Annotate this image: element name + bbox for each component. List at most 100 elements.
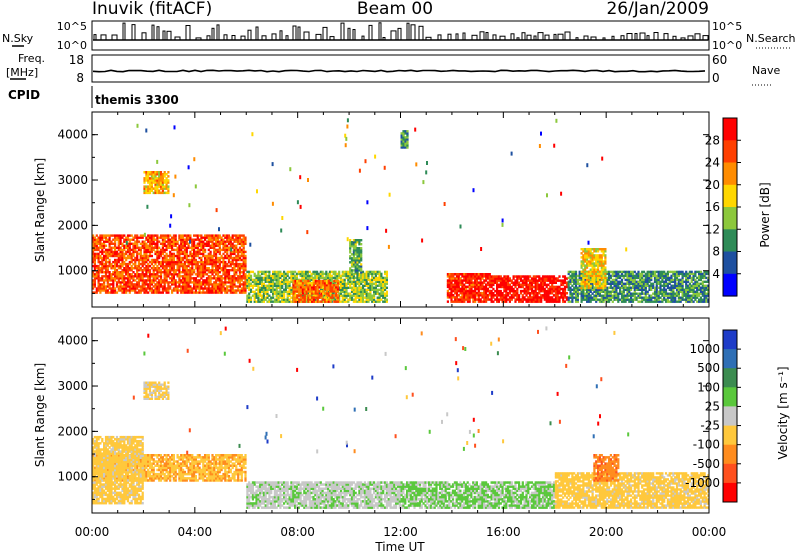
power-cell-r0 bbox=[209, 262, 212, 266]
power-cell-r2 bbox=[382, 286, 385, 289]
power-cell-r0 bbox=[233, 283, 236, 286]
power-cell-r0 bbox=[211, 287, 214, 290]
power-cell-r2 bbox=[281, 300, 284, 303]
power-cell-r0 bbox=[147, 267, 150, 270]
power-cell-r2 bbox=[356, 300, 359, 303]
power-cell-r6 bbox=[486, 294, 489, 297]
power-cell-r8 bbox=[626, 276, 629, 280]
power-cell-r8 bbox=[600, 298, 603, 301]
power-cell-r0 bbox=[103, 279, 106, 282]
power-cell-r8 bbox=[617, 292, 620, 295]
power-cell-r0 bbox=[115, 281, 119, 284]
power-cell-r0 bbox=[211, 271, 214, 274]
power-cell-r2 bbox=[257, 274, 260, 278]
power-cell-r2 bbox=[259, 300, 262, 303]
nsky-tick-top: 10^5 bbox=[57, 20, 87, 33]
power-cell-r7 bbox=[514, 281, 517, 284]
power-cell-r8 bbox=[578, 286, 581, 289]
power-cell-r8 bbox=[611, 296, 614, 299]
power-cell-r8 bbox=[598, 292, 601, 295]
power-cell-r0 bbox=[147, 234, 150, 237]
power-cell-r8 bbox=[659, 288, 662, 291]
power-cell-r0 bbox=[159, 277, 163, 280]
power-cell-r2 bbox=[356, 282, 359, 285]
power-cell-r4 bbox=[356, 263, 359, 266]
power-cell-r2 bbox=[384, 284, 387, 287]
power-cell-r2 bbox=[294, 274, 297, 278]
power-cell-r2 bbox=[323, 294, 326, 297]
power-cell-r1 bbox=[147, 185, 150, 188]
power-cell-r3 bbox=[324, 300, 327, 303]
power-cell-r0 bbox=[196, 273, 199, 276]
power-cell-r0 bbox=[152, 277, 155, 280]
power-cell-r8 bbox=[650, 296, 653, 299]
power-cell-r2 bbox=[290, 278, 293, 282]
power-cell-r8 bbox=[635, 276, 638, 280]
power-cell-r2 bbox=[281, 286, 284, 289]
power-cell-r0 bbox=[137, 260, 141, 264]
power-cell-r0 bbox=[156, 285, 159, 288]
power-cell-r0 bbox=[198, 275, 201, 278]
power-cell-r2 bbox=[345, 282, 348, 285]
power-cell-r0 bbox=[227, 238, 231, 241]
power-cell-r0 bbox=[148, 240, 152, 243]
power-cell-r6 bbox=[474, 298, 477, 301]
power-cell-r0 bbox=[99, 267, 102, 270]
power-cell-r0 bbox=[130, 254, 133, 258]
power-cell-r8 bbox=[633, 296, 636, 299]
power-cell-r2 bbox=[288, 282, 291, 285]
power-cell-r7 bbox=[534, 277, 537, 280]
power-cell-r0 bbox=[150, 273, 153, 276]
power-cell-r2 bbox=[277, 290, 280, 293]
power-cell-r2 bbox=[321, 294, 324, 297]
power-cell-r2 bbox=[290, 288, 293, 291]
power-cell-r0 bbox=[182, 279, 185, 282]
power-cell-r8 bbox=[655, 276, 658, 280]
power-cell-r3 bbox=[325, 286, 329, 289]
power-cell-r8 bbox=[580, 298, 583, 301]
power-cell-r2 bbox=[371, 296, 374, 299]
power-cell-r8 bbox=[631, 292, 635, 295]
power-cell-r0 bbox=[180, 258, 183, 262]
power-cell-r0 bbox=[128, 242, 131, 245]
power-cell-r0 bbox=[134, 236, 137, 239]
power-cell-r6 bbox=[479, 300, 482, 303]
power-cell-r0 bbox=[126, 289, 130, 292]
power-cell-r8 bbox=[650, 286, 653, 289]
power-cell-r2 bbox=[288, 300, 291, 303]
power-cell-r0 bbox=[110, 287, 113, 290]
power-cell-r6 bbox=[450, 285, 453, 289]
power-cell-r2 bbox=[279, 296, 282, 299]
power-cell-r0 bbox=[218, 244, 221, 247]
power-cell-r0 bbox=[187, 291, 190, 294]
power-cell-r0 bbox=[125, 269, 128, 272]
power-cell-r2 bbox=[275, 288, 278, 291]
power-cell-r0 bbox=[101, 275, 104, 278]
power-cell-r7 bbox=[499, 289, 502, 293]
power-cell-r2 bbox=[286, 270, 289, 274]
power-cell-r2 bbox=[338, 288, 341, 291]
power-cell-r0 bbox=[93, 252, 96, 256]
power-cell-r0 bbox=[238, 267, 242, 270]
power-cell-r0 bbox=[126, 271, 130, 274]
power-cell-r0 bbox=[108, 291, 111, 294]
power-cell-r8 bbox=[648, 300, 651, 303]
power-cell-r7 bbox=[551, 277, 554, 280]
power-cell-r6 bbox=[481, 283, 484, 286]
power-cell-r2 bbox=[361, 294, 365, 297]
power-cell-r0 bbox=[115, 273, 119, 276]
power-cell-r0 bbox=[242, 271, 245, 274]
power-cell-r0 bbox=[128, 248, 131, 252]
power-cell-r8 bbox=[576, 280, 579, 283]
power-cell-r0 bbox=[114, 269, 117, 272]
power-cell-r2 bbox=[374, 300, 377, 303]
power-cell-r0 bbox=[227, 289, 231, 292]
power-cell-r0 bbox=[183, 254, 186, 258]
power-cell-r2 bbox=[336, 276, 339, 280]
power-cell-r8 bbox=[648, 270, 651, 274]
power-cell-r8 bbox=[657, 296, 660, 299]
power-cell-r0 bbox=[178, 275, 181, 278]
power-cell-r0 bbox=[226, 285, 229, 288]
power-cell-r8 bbox=[620, 292, 624, 295]
power-cell-r2 bbox=[373, 272, 376, 276]
